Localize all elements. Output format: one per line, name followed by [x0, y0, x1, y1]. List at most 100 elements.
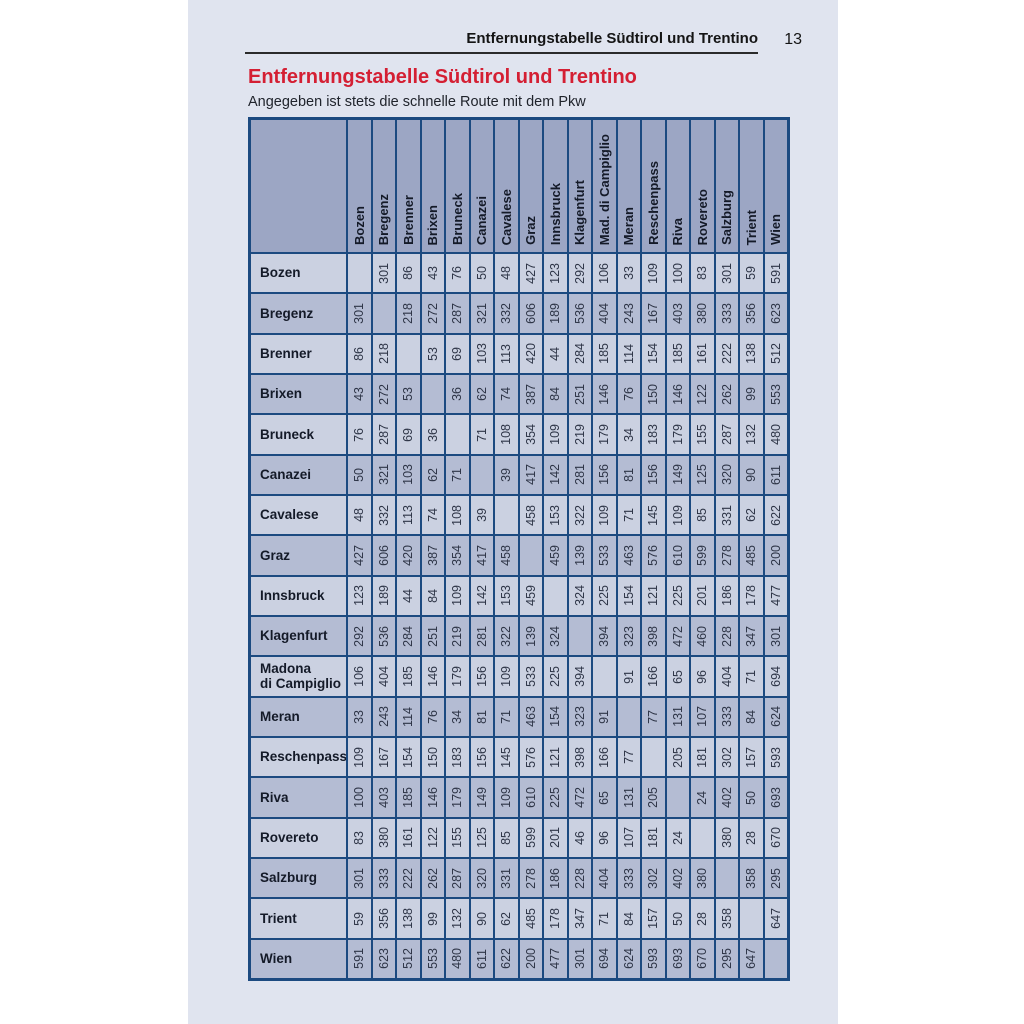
column-header-label: Canazei: [474, 195, 490, 245]
column-header: Mad. di Campiglio: [593, 120, 616, 252]
distance-value: 693: [670, 948, 685, 970]
distance-value: 606: [376, 545, 391, 566]
distance-value: 624: [621, 948, 636, 970]
distance-cell: 109: [642, 254, 665, 293]
distance-cell: 332: [495, 294, 518, 333]
row-header: Rovereto: [251, 818, 346, 857]
distance-cell: [544, 576, 567, 615]
distance-cell: 402: [715, 778, 738, 817]
distance-cell: 84: [421, 576, 444, 615]
distance-cell: 71: [446, 455, 469, 494]
distance-cell: 53: [397, 374, 420, 414]
distance-cell: 71: [740, 657, 763, 696]
distance-value: 463: [523, 706, 538, 728]
distance-value: 404: [597, 867, 612, 889]
distance-value: 156: [597, 464, 612, 486]
distance-value: 84: [425, 588, 440, 603]
distance-value: 39: [474, 508, 489, 523]
distance-value: 48: [499, 266, 514, 281]
distance-value: 347: [744, 625, 759, 647]
distance-cell: 219: [568, 415, 591, 454]
row-header: Cavalese: [251, 495, 346, 535]
row-header: Reschenpass: [251, 737, 346, 777]
row-header: Madona di Campiglio: [251, 657, 346, 696]
distance-cell: 219: [446, 616, 469, 656]
distance-cell: 278: [519, 858, 542, 898]
distance-value: 50: [670, 911, 685, 926]
row-header: Brenner: [251, 334, 346, 373]
column-header-label: Reschenpass: [645, 161, 661, 245]
distance-value: 281: [572, 464, 587, 486]
page-title: Entfernungstabelle Südtirol und Trentino: [248, 66, 637, 88]
distance-cell: 155: [446, 818, 469, 857]
distance-value: 356: [744, 303, 759, 324]
distance-value: 71: [450, 467, 465, 482]
distance-value: 427: [523, 262, 538, 284]
distance-value: 71: [597, 911, 612, 926]
distance-value: 71: [621, 508, 636, 523]
distance-cell: 189: [372, 576, 395, 615]
distance-cell: 624: [617, 939, 640, 978]
distance-cell: 394: [593, 616, 616, 656]
distance-value: 611: [768, 464, 783, 485]
distance-cell: 301: [372, 254, 395, 293]
distance-cell: 243: [372, 697, 395, 736]
distance-value: 243: [621, 303, 636, 324]
distance-cell: 420: [397, 536, 420, 575]
distance-cell: 225: [544, 778, 567, 817]
distance-cell: [372, 294, 395, 333]
distance-cell: 185: [593, 334, 616, 373]
distance-value: 107: [621, 827, 636, 849]
distance-cell: 109: [495, 778, 518, 817]
distance-value: 157: [646, 908, 661, 929]
distance-cell: 186: [544, 858, 567, 898]
distance-value: 161: [695, 343, 710, 365]
distance-value: 179: [450, 787, 465, 808]
distance-value: 28: [695, 911, 710, 926]
distance-value: 417: [474, 545, 489, 566]
distance-cell: 62: [740, 495, 763, 535]
distance-value: 591: [768, 262, 783, 284]
column-header: Bregenz: [372, 120, 395, 252]
distance-cell: 322: [495, 616, 518, 656]
distance-value: 76: [450, 266, 465, 281]
distance-cell: 262: [421, 858, 444, 898]
distance-cell: 404: [372, 657, 395, 696]
distance-value: 59: [744, 266, 759, 281]
distance-cell: 142: [470, 576, 493, 615]
distance-value: 91: [621, 669, 636, 684]
distance-value: 380: [376, 827, 391, 849]
distance-cell: [642, 737, 665, 777]
distance-cell: 138: [740, 334, 763, 373]
distance-cell: 185: [397, 778, 420, 817]
distance-cell: 24: [666, 818, 689, 857]
distance-cell: 380: [691, 858, 714, 898]
distance-cell: 103: [397, 455, 420, 494]
column-header: Riva: [666, 120, 689, 252]
distance-value: 610: [670, 545, 685, 566]
distance-value: 24: [670, 830, 685, 845]
row-header: Wien: [251, 939, 346, 978]
distance-value: 179: [450, 666, 465, 687]
distance-value: 121: [646, 585, 661, 607]
distance-value: 62: [474, 387, 489, 402]
distance-value: 333: [719, 706, 734, 728]
distance-cell: 84: [617, 899, 640, 938]
distance-value: 156: [474, 666, 489, 687]
distance-cell: 201: [544, 818, 567, 857]
distance-cell: 599: [519, 818, 542, 857]
distance-value: 85: [499, 830, 514, 845]
distance-value: 622: [768, 504, 783, 526]
distance-cell: 599: [691, 536, 714, 575]
distance-cell: 43: [421, 254, 444, 293]
distance-cell: 262: [715, 374, 738, 414]
distance-value: 161: [401, 827, 416, 849]
distance-cell: 100: [348, 778, 371, 817]
distance-cell: 278: [715, 536, 738, 575]
column-header-label: Bruneck: [449, 192, 465, 245]
distance-cell: [421, 374, 444, 414]
distance-cell: 179: [446, 778, 469, 817]
distance-cell: 420: [519, 334, 542, 373]
distance-cell: 109: [666, 495, 689, 535]
book-page: Entfernungstabelle Südtirol und Trentino…: [188, 0, 838, 1024]
